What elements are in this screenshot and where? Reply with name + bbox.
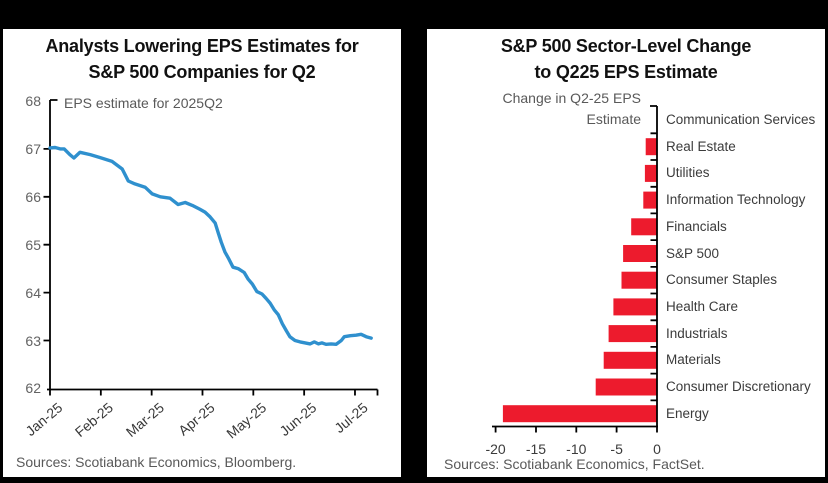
right-chart-title-line1: S&P 500 Sector-Level Change <box>500 36 752 56</box>
sector-label: Information Technology <box>666 192 806 208</box>
y-tick-label: 68 <box>25 93 41 109</box>
right-axis-label-line1: Change in Q2-25 EPS <box>502 90 641 106</box>
right-x-tick-label: -20 <box>485 441 506 457</box>
frame-right-bar <box>825 0 828 483</box>
right-chart-title-line2: to Q225 EPS Estimate <box>534 62 718 82</box>
sector-bar <box>621 271 657 289</box>
sector-bar <box>613 298 657 316</box>
right-chart-title: S&P 500 Sector-Level Change to Q225 EPS … <box>427 33 825 85</box>
sector-label: Health Care <box>666 298 739 314</box>
sector-label: Energy <box>666 405 709 421</box>
left-series-label: EPS estimate for 2025Q2 <box>64 95 223 111</box>
right-axis-label-line2: Estimate <box>586 111 641 127</box>
right-x-tick-label: -15 <box>525 441 547 457</box>
right-source-note: Sources: Scotiabank Economics, FactSet. <box>444 456 705 472</box>
sector-bar <box>644 164 657 182</box>
y-tick-label: 66 <box>25 188 41 205</box>
sector-label: S&P 500 <box>666 245 720 261</box>
sector-label: Financials <box>666 218 727 234</box>
right-chart-axes <box>492 105 658 433</box>
y-tick-label: 64 <box>25 284 41 301</box>
sector-bar <box>645 138 657 156</box>
sector-bar <box>595 378 657 396</box>
eps-estimate-line <box>48 145 373 346</box>
y-tick-label: 63 <box>25 332 41 349</box>
right-x-tick-label: -5 <box>610 441 623 457</box>
sector-label: Materials <box>666 352 721 368</box>
right-axis-label: Change in Q2-25 EPS Estimate <box>427 88 641 130</box>
left-chart-title-line1: Analysts Lowering EPS Estimates for <box>45 36 359 56</box>
sector-bar <box>623 245 657 262</box>
sector-bar <box>608 325 657 343</box>
sector-label: Industrials <box>666 325 728 341</box>
sector-label: Utilities <box>666 165 710 181</box>
right-x-tick-label: -10 <box>566 441 587 457</box>
panel-divider <box>401 0 427 483</box>
y-tick-label: 62 <box>25 380 41 397</box>
sector-bar <box>603 351 657 369</box>
left-chart-axes <box>43 99 379 396</box>
left-source-note: Sources: Scotiabank Economics, Bloomberg… <box>16 454 297 470</box>
y-tick-label: 65 <box>25 236 41 253</box>
sector-bar <box>631 218 657 236</box>
sector-label: Consumer Staples <box>666 272 778 288</box>
sector-bar <box>502 405 657 423</box>
frame-left-bar <box>0 0 3 483</box>
left-chart-title: Analysts Lowering EPS Estimates for S&P … <box>3 33 401 85</box>
right-x-tick-label: 0 <box>653 441 661 457</box>
sector-label: Communication Services <box>666 112 816 127</box>
sector-label: Consumer Discretionary <box>666 379 811 394</box>
sector-bar <box>643 191 657 209</box>
sector-label: Real Estate <box>666 138 736 154</box>
y-tick-label: 67 <box>25 140 41 157</box>
left-chart-title-line2: S&P 500 Companies for Q2 <box>88 62 316 82</box>
